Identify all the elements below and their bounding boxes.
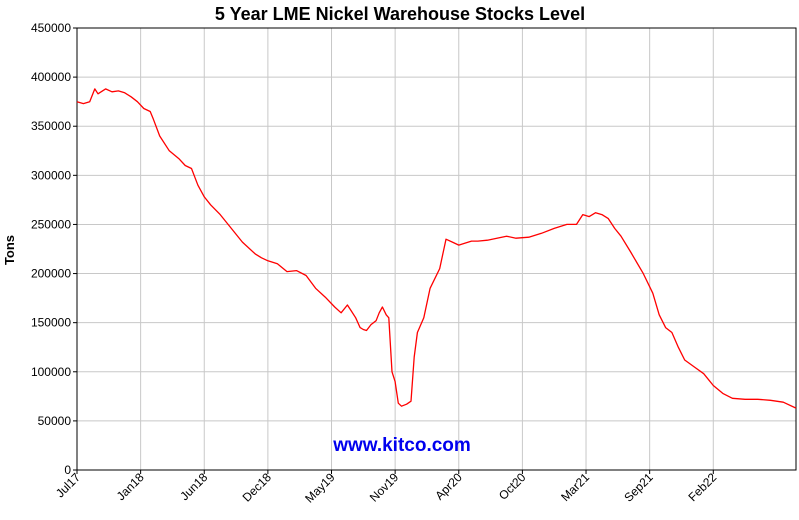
axes <box>73 27 797 474</box>
x-tick-label: May19 <box>302 470 338 506</box>
x-tick-label: Jul17 <box>53 470 83 500</box>
x-tick-label: Feb22 <box>685 470 719 504</box>
x-tick-label: Jun18 <box>177 470 210 503</box>
y-tick-label: 350000 <box>31 119 71 133</box>
y-tick-label: 400000 <box>31 70 71 84</box>
x-tick-label: Sep21 <box>621 470 656 505</box>
grid <box>76 27 796 471</box>
y-tick-label: 450000 <box>31 21 71 35</box>
plot-frame <box>76 27 797 471</box>
x-tick-label: Mar21 <box>558 470 592 504</box>
series-layer <box>76 88 797 409</box>
watermark-text[interactable]: www.kitco.com <box>332 435 471 456</box>
y-tick-label: 250000 <box>31 217 71 231</box>
y-tick-label: 200000 <box>31 267 71 281</box>
x-tick-label: Jan18 <box>114 470 147 503</box>
y-tick-label: 0 <box>64 463 71 477</box>
y-axis-label: Tons <box>2 235 17 265</box>
y-tick-label: 100000 <box>31 365 71 379</box>
x-tick-label: Dec18 <box>240 470 275 505</box>
tick-labels: 0 50000 100000 150000 200000 250000 300000 3500… <box>31 21 720 506</box>
chart-title: 5 Year LME Nickel Warehouse Stocks Level <box>215 4 585 24</box>
x-tick-label: Oct20 <box>496 470 529 503</box>
y-tick-label: 150000 <box>31 316 71 330</box>
y-tick-label: 300000 <box>31 168 71 182</box>
x-tick-label: Nov19 <box>367 470 402 505</box>
series-line <box>76 88 797 409</box>
x-tick-label: Apr20 <box>432 470 465 503</box>
y-tick-label: 50000 <box>38 414 72 428</box>
